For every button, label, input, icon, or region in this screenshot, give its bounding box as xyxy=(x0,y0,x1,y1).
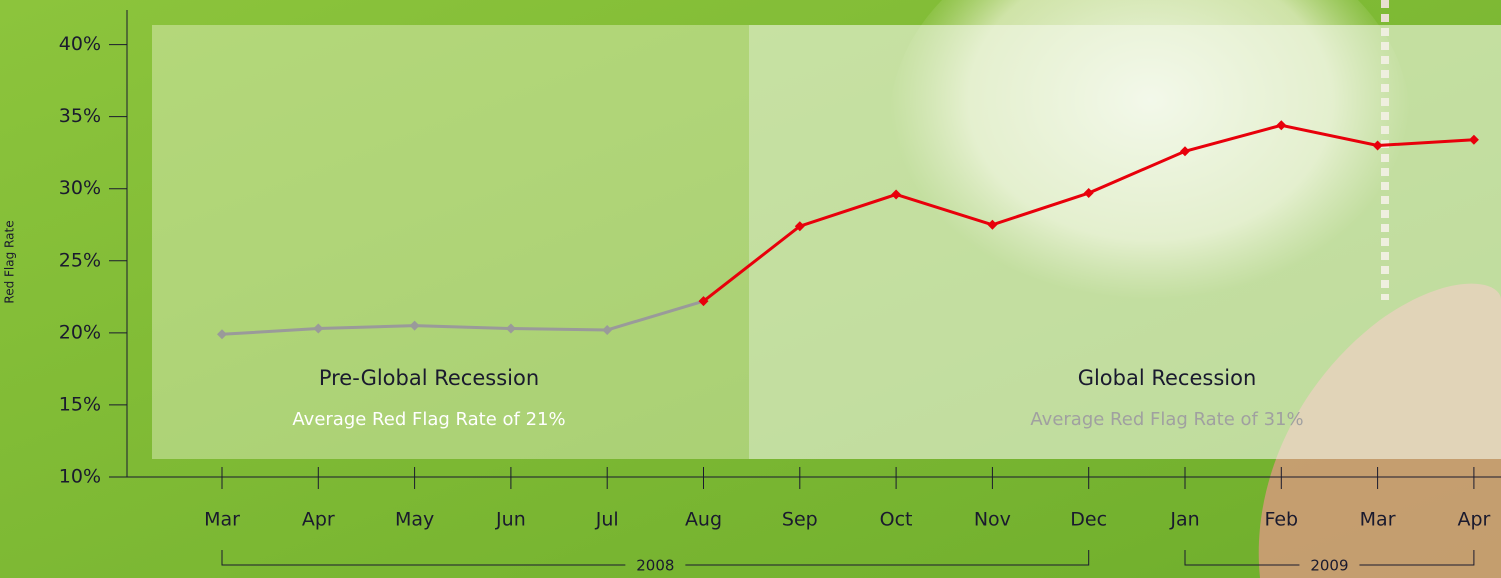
period-note: Average Red Flag Rate of 31% xyxy=(1030,409,1303,430)
x-tick-label: Sep xyxy=(782,509,818,531)
year-label: 2009 xyxy=(1310,557,1348,575)
x-tick-label: Aug xyxy=(685,509,722,531)
x-tick-label: Oct xyxy=(880,509,913,531)
page: {"chart_data": {"type": "line", "y_label… xyxy=(0,0,1501,578)
x-tick-label: Mar xyxy=(204,509,240,531)
chart: Red Flag Rate Pre-Global Recession Avera… xyxy=(0,0,1501,578)
x-tick-label: Nov xyxy=(974,509,1011,531)
y-tick-label: 40% xyxy=(59,33,101,55)
y-tick-label: 20% xyxy=(59,321,101,343)
x-tick-label: Dec xyxy=(1070,509,1107,531)
y-tick-label: 15% xyxy=(59,393,101,415)
x-tick-label: Mar xyxy=(1360,509,1396,531)
pre-recession-panel xyxy=(152,25,749,459)
y-tick-label: 30% xyxy=(59,177,101,199)
x-tick-label: Apr xyxy=(302,509,335,531)
period-title: Pre-Global Recession xyxy=(319,366,539,390)
y-axis-label: Red Flag Rate xyxy=(3,220,17,303)
x-tick-label: Jan xyxy=(1169,509,1199,531)
period-title: Global Recession xyxy=(1078,366,1257,390)
x-tick-label: Feb xyxy=(1264,509,1298,531)
recession-panel xyxy=(749,25,1501,459)
y-tick-label: 10% xyxy=(59,466,101,488)
x-tick-label: May xyxy=(395,509,434,531)
y-tick-label: 35% xyxy=(59,105,101,127)
x-tick-label: Jul xyxy=(595,509,619,531)
x-tick-label: Jun xyxy=(495,509,526,531)
year-label: 2008 xyxy=(636,557,674,575)
y-tick-label: 25% xyxy=(59,249,101,271)
period-note: Average Red Flag Rate of 21% xyxy=(292,409,565,430)
x-tick-label: Apr xyxy=(1457,509,1490,531)
